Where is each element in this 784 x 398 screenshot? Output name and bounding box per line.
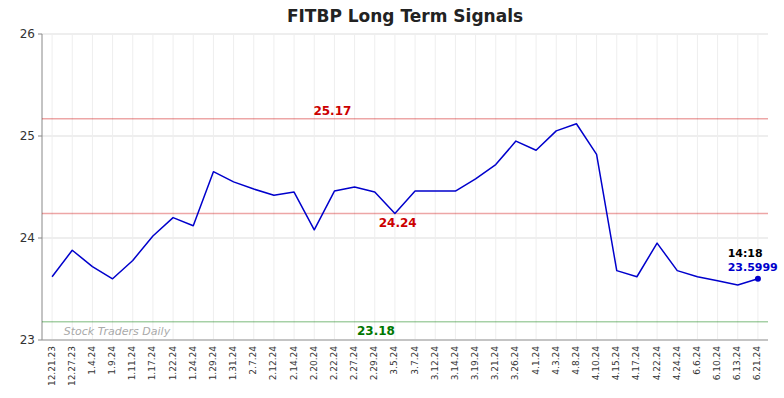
grid-line [152, 34, 153, 340]
tick-label: 1.4.24 [87, 346, 97, 375]
tick-label: 4.1.24 [531, 346, 541, 375]
watermark: Stock Traders Daily [64, 325, 171, 338]
annotation: 23.5999 [728, 261, 778, 274]
tick-label: 26 [20, 27, 35, 41]
grid-line [173, 34, 174, 340]
grid-line [475, 34, 476, 340]
tick-label: 4.22.24 [652, 346, 662, 381]
tick [38, 136, 42, 137]
grid-line [314, 34, 315, 340]
grid-line [273, 34, 274, 340]
tick-label: 1.11.24 [127, 346, 137, 381]
tick-label: 6.10.24 [712, 346, 722, 381]
signal-label: 23.18 [357, 324, 395, 338]
signal-line [42, 213, 768, 215]
grid-line [72, 34, 73, 340]
tick-label: 12.21.23 [47, 346, 57, 386]
grid-line [92, 34, 93, 340]
tick-label: 2.7.24 [248, 346, 258, 375]
grid-line [42, 136, 768, 137]
tick-label: 3.7.24 [410, 346, 420, 375]
tick-label: 1.9.24 [107, 346, 117, 375]
last-point [755, 276, 761, 282]
grid-line [193, 34, 194, 340]
tick-label: 12.27.23 [67, 346, 77, 386]
signal-label: 25.17 [313, 104, 351, 118]
grid-line [294, 34, 295, 340]
tick-label: 4.15.24 [611, 346, 621, 381]
tick [38, 238, 42, 239]
y-axis [42, 34, 43, 340]
tick-label: 24 [20, 231, 35, 245]
tick-label: 4.3.24 [551, 346, 561, 375]
grid-line [132, 34, 133, 340]
tick-label: 1.24.24 [188, 346, 198, 381]
grid-line [435, 34, 436, 340]
grid-line [556, 34, 557, 340]
tick-label: 4.24.24 [672, 346, 682, 381]
tick-label: 23 [20, 333, 35, 347]
chart: FITBP Long Term Signals 23 24 25 26 12.21.23 1… [0, 0, 784, 398]
grid-line [233, 34, 234, 340]
grid-line [737, 34, 738, 340]
grid-line [596, 34, 597, 340]
grid-line [636, 34, 637, 340]
title: FITBP Long Term Signals [287, 6, 523, 26]
tick-label: 4.8.24 [571, 346, 581, 375]
grid-line [495, 34, 496, 340]
tick-label: 6.21.24 [752, 346, 762, 381]
plot-area [42, 119, 768, 322]
signal-label: 24.24 [379, 216, 417, 230]
grid-line [42, 34, 768, 35]
grid-line [757, 34, 758, 340]
tick [38, 34, 42, 35]
tick-label: 2.20.24 [309, 346, 319, 381]
tick-label: 1.29.24 [208, 346, 218, 381]
x-axis [42, 339, 768, 340]
grid-line [253, 34, 254, 340]
grid-line [334, 34, 335, 340]
tick-label: 25 [20, 129, 35, 143]
tick-label: 1.31.24 [228, 346, 238, 381]
tick-label: 3.26.24 [510, 346, 520, 381]
grid-line [42, 340, 768, 341]
grid-line [455, 34, 456, 340]
grid-line [394, 34, 395, 340]
tick-label: 3.12.24 [430, 346, 440, 381]
tick-label: 2.29.24 [369, 346, 379, 381]
tick-label: 2.14.24 [289, 346, 299, 381]
tick-label: 3.5.24 [389, 346, 399, 375]
grid-line [616, 34, 617, 340]
grid-line [374, 34, 375, 340]
tick-label: 4.17.24 [631, 346, 641, 381]
grid-line [415, 34, 416, 340]
tick-label: 2.22.24 [329, 346, 339, 381]
signal-line [42, 118, 768, 120]
annotation: 14:18 [728, 247, 763, 260]
grid-line [52, 34, 53, 340]
grid-line [112, 34, 113, 340]
grid-line [697, 34, 698, 340]
tick-label: 4.10.24 [591, 346, 601, 381]
signal-line [42, 321, 768, 323]
tick-label: 3.19.24 [470, 346, 480, 381]
tick-label: 6.13.24 [732, 346, 742, 381]
grid-line [677, 34, 678, 340]
tick-label: 3.14.24 [450, 346, 460, 381]
grid-line [657, 34, 658, 340]
tick [38, 340, 42, 341]
tick-label: 1.22.24 [168, 346, 178, 381]
price-line [52, 124, 758, 285]
grid-line [515, 34, 516, 340]
grid-line [536, 34, 537, 340]
tick-label: 1.17.24 [147, 346, 157, 381]
grid-line [576, 34, 577, 340]
grid-line [717, 34, 718, 340]
grid-line [213, 34, 214, 340]
tick-label: 2.27.24 [349, 346, 359, 381]
tick-label: 3.21.24 [490, 346, 500, 381]
tick-label: 6.6.24 [692, 346, 702, 375]
tick-label: 2.12.24 [268, 346, 278, 381]
